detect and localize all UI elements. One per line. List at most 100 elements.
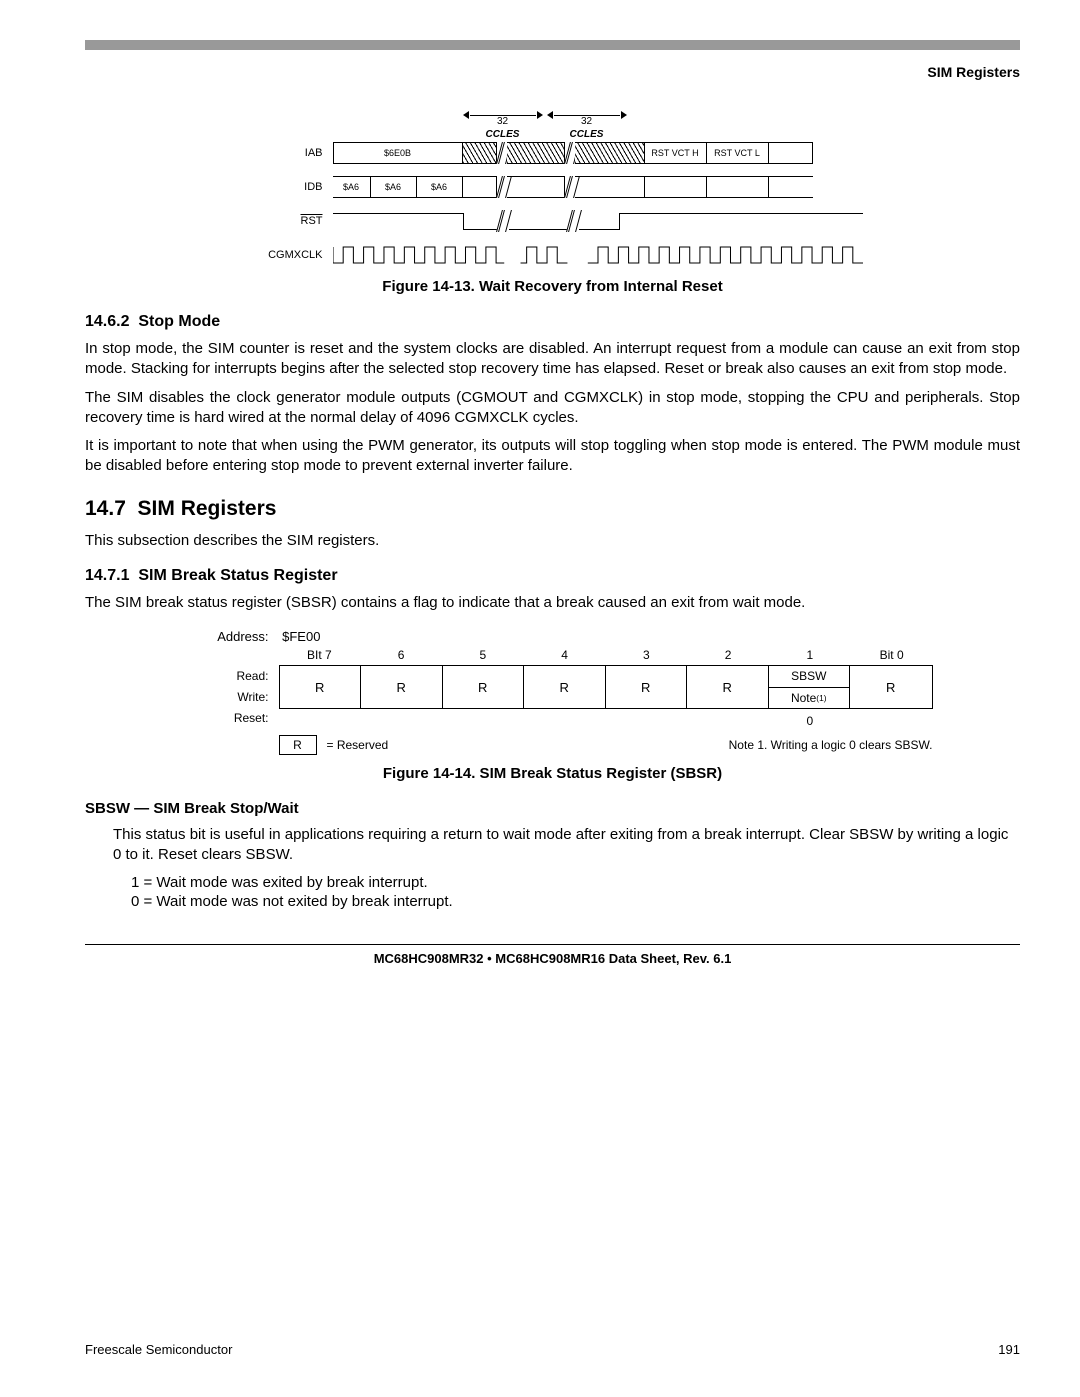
heading-sim-title: SIM Registers [138,497,277,520]
page-header-section: SIM Registers [85,64,1020,80]
clk-waveform [333,244,863,266]
timing-break-icon [565,142,575,164]
footer-vendor: Freescale Semiconductor [85,1342,232,1357]
register-cell: R [687,666,769,708]
bus-cell: RST VCT H [645,142,707,164]
cycle-marker-1: 32 CCLES [463,110,543,140]
timing-diagram: 32 CCLES 32 CCLES IAB $6E0B RST VCT HRST … [243,110,863,268]
register-bit-label: BIt 7 [279,648,361,665]
signal-label-rst: RST [243,215,323,227]
heading-stop-title: Stop Mode [138,313,220,330]
heading-sbsr-title: SIM Break Status Register [138,567,337,584]
register-bit-label: 5 [442,648,524,665]
signal-label-cgmxclk: CGMXCLK [243,249,323,261]
register-address-label: Address: [173,629,269,644]
register-bit-label: 3 [606,648,688,665]
timing-cycle-markers: 32 CCLES 32 CCLES [333,110,863,138]
heading-sbsr: 14.7.1 SIM Break Status Register [85,567,1020,585]
bus-cell: $6E0B [333,142,463,164]
register-diagram: Address: $FE00 BIt 7654321Bit 0 Read: Wr… [173,629,933,755]
bus-cell: $A6 [417,176,463,198]
register-legend-box: R [279,735,317,755]
rst-waveform [333,210,863,232]
register-write-label: Write: [173,687,269,708]
heading-stop-mode: 14.6.2 Stop Mode [85,313,1020,331]
bus-cell: $A6 [371,176,417,198]
register-bit-label: 6 [360,648,442,665]
register-bit-label: 4 [524,648,606,665]
signal-row-cgmxclk: CGMXCLK [333,242,863,268]
register-reset-value [851,711,933,731]
register-read-label: Read: [173,666,269,687]
cycle-count-2: 32 [547,116,627,127]
footer-page: 191 [998,1342,1020,1357]
register-reset-value [442,711,524,731]
register-reset-value [279,711,361,731]
register-cell: SBSWNote(1) [769,666,851,708]
bus-cell [707,176,769,198]
register-cell: R [850,666,932,708]
stop-para-3: It is important to note that when using … [85,436,1020,477]
register-legend-eq: = Reserved [327,738,389,752]
bus-cell [463,142,497,164]
stop-para-1: In stop mode, the SIM counter is reset a… [85,339,1020,380]
register-reset-value [606,711,688,731]
sbsr-para-1: The SIM break status register (SBSR) con… [85,593,1020,613]
register-address-value: $FE00 [282,629,320,644]
register-reset-row: Reset: 0 [173,711,933,731]
register-table: RRRRRRSBSWNote(1)R [279,665,933,709]
sbsw-body-text: This status bit is useful in application… [113,825,1020,866]
sim-para-1: This subsection describes the SIM regist… [85,531,1020,551]
timing-break-icon [497,142,507,164]
cycle-marker-2: 32 CCLES [547,110,627,140]
sbsw-value-1: 1 = Wait mode was exited by break interr… [131,874,1020,891]
signal-label-idb: IDB [243,181,323,193]
heading-stop-num: 14.6.2 [85,313,129,330]
register-reset-value: 0 [769,711,851,731]
bus-cell [507,142,565,164]
register-cell: R [524,666,606,708]
timing-break-icon [565,176,575,198]
cycle-label-1: CCLES [463,129,543,140]
signal-row-iab: IAB $6E0BRST VCT HRST VCT L [333,140,863,166]
bus-cell [507,176,565,198]
bus-cell [575,176,645,198]
register-cell: R [280,666,362,708]
bus-cell [463,176,497,198]
footer-rule: MC68HC908MR32 • MC68HC908MR16 Data Sheet… [85,944,1020,966]
sbsw-def-title: SBSW — SIM Break Stop/Wait [85,800,1020,817]
signal-label-iab: IAB [243,147,323,159]
heading-sbsr-num: 14.7.1 [85,567,129,584]
sbsw-def-body: This status bit is useful in application… [113,825,1020,910]
page-footer: Freescale Semiconductor 191 [85,1342,1020,1357]
register-row-labels: Read: Write: [173,665,279,709]
register-reset-value [687,711,769,731]
bus-cell [769,176,813,198]
bus-cell: $A6 [333,176,371,198]
signal-row-rst: RST [333,208,863,234]
doc-footer: MC68HC908MR32 • MC68HC908MR16 Data Sheet… [85,951,1020,966]
bus-cell [769,142,813,164]
register-cell: R [606,666,688,708]
bus-cell [575,142,645,164]
register-bit-label: Bit 0 [851,648,933,665]
register-legend-note: Note 1. Writing a logic 0 clears SBSW. [729,738,933,752]
register-reset-value [360,711,442,731]
register-bit-label: 1 [769,648,851,665]
cycle-count-1: 32 [463,116,543,127]
register-bit-label: 2 [687,648,769,665]
sbsw-value-0: 0 = Wait mode was not exited by break in… [131,893,1020,910]
register-cell: R [443,666,525,708]
top-accent-bar [85,40,1020,50]
timing-break-icon [497,176,507,198]
register-legend: R = Reserved Note 1. Writing a logic 0 c… [279,735,933,755]
bus-cell: RST VCT L [707,142,769,164]
register-reset-label: Reset: [173,711,279,731]
signal-row-idb: IDB $A6$A6$A6 [333,174,863,200]
register-address-row: Address: $FE00 [173,629,933,644]
register-reset-value [524,711,606,731]
register-cell: R [361,666,443,708]
cycle-label-2: CCLES [547,129,627,140]
stop-para-2: The SIM disables the clock generator mod… [85,388,1020,429]
register-bit-labels: BIt 7654321Bit 0 [279,648,933,665]
